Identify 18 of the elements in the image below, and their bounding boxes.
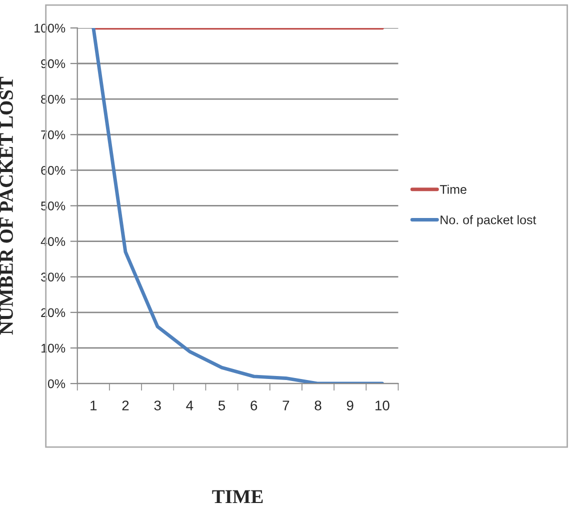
y-tick-label: 10% [41, 344, 66, 353]
x-tick-label: 10 [376, 400, 390, 410]
x-tick-label: 3 [154, 400, 161, 410]
x-tick-label: 2 [122, 400, 129, 410]
legend-label: No. of packet lost [440, 215, 536, 227]
y-axis-title: NUMBER OF PACKET LOST [0, 76, 13, 335]
x-tick-label: 9 [346, 400, 354, 410]
x-tick-label: 8 [314, 400, 322, 410]
line-series [92, 28, 384, 384]
x-tick-label: 1 [90, 400, 97, 410]
x-tick-label: 7 [282, 400, 290, 410]
y-tick-label: 70% [41, 130, 66, 140]
y-tick-label: 0% [48, 379, 66, 388]
x-tick-label: 4 [186, 400, 194, 410]
x-tick-label: 5 [218, 400, 226, 410]
x-axis-title: TIME [212, 490, 263, 504]
legend-label: Time [440, 184, 466, 194]
x-tick-label: 6 [250, 400, 258, 410]
